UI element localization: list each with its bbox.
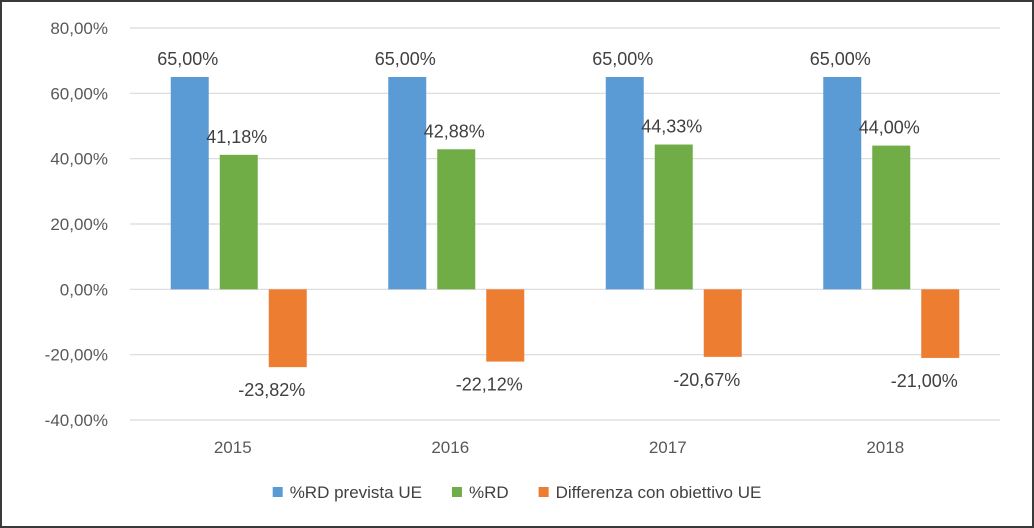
data-label: 41,18% [206,127,267,147]
data-label: 42,88% [424,121,485,141]
x-tick-label: 2016 [431,438,469,457]
y-tick-label: 0,00% [60,280,108,299]
y-axis: -40,00% -20,00% 0,00% 20,00% 40,00% 60,00% 80,… [45,19,108,430]
bar [170,77,209,290]
data-label: 44,33% [641,117,702,137]
x-axis: 2015 2016 2017 2018 [214,438,904,457]
bar [654,144,693,290]
y-tick-label: 80,00% [50,19,108,38]
data-label: -23,82% [238,380,305,400]
y-tick-label: 60,00% [50,84,108,103]
data-labels: 65,00% 41,18% -23,82% 65,00% 42,88% -22,12% 65… [157,49,958,400]
y-tick-label: -40,00% [45,411,108,430]
data-label: 65,00% [810,49,871,69]
y-tick-label: -20,00% [45,346,108,365]
data-label: -21,00% [891,371,958,391]
data-label: -22,12% [456,375,523,395]
data-label: -20,67% [673,370,740,390]
bar [486,289,525,362]
y-tick-label: 40,00% [50,150,108,169]
bar [703,289,742,357]
bar [268,289,307,368]
legend-label: %RD prevista UE [290,483,422,502]
bar [872,145,911,290]
gridlines [130,27,1000,421]
data-label: 65,00% [375,49,436,69]
x-tick-label: 2017 [649,438,687,457]
legend: %RD prevista UE %RD Differenza con obietti… [272,483,762,502]
bar [437,149,476,290]
data-label: 44,00% [859,118,920,138]
legend-label: %RD [469,483,509,502]
x-tick-label: 2015 [214,438,252,457]
bar [219,154,258,290]
legend-swatch [538,487,549,497]
bars [170,77,960,368]
data-label: 65,00% [592,49,653,69]
bar [823,77,862,290]
bar [921,289,960,358]
legend-label: Differenza con obiettivo UE [556,483,762,502]
bar [388,77,427,290]
legend-swatch [272,487,283,497]
y-tick-label: 20,00% [50,215,108,234]
data-label: 65,00% [157,49,218,69]
bar [605,77,644,290]
x-tick-label: 2018 [866,438,904,457]
legend-swatch [451,487,462,497]
